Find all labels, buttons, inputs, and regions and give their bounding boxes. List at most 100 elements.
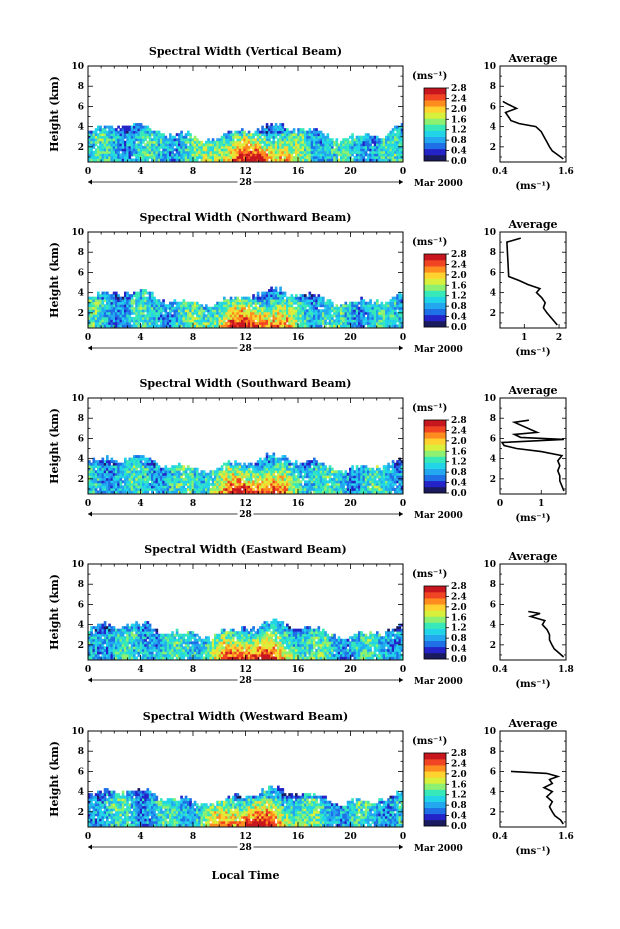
- heatmap-cell: [306, 482, 309, 486]
- heatmap-cell: [160, 470, 163, 474]
- heatmap-cell: [369, 490, 372, 494]
- heatmap-cell: [290, 311, 294, 315]
- heatmap-cell: [157, 467, 161, 471]
- heatmap-cell: [270, 462, 273, 466]
- heatmap-cell: [115, 133, 118, 137]
- heatmap-cell: [261, 133, 264, 137]
- heatmap-cell: [88, 477, 91, 481]
- heatmap-cell: [272, 143, 276, 147]
- heatmap-cell: [394, 135, 397, 139]
- heatmap-cell: [148, 487, 152, 491]
- heatmap-cell: [103, 143, 107, 147]
- heatmap-cell: [236, 475, 240, 479]
- heatmap-cell: [268, 457, 271, 461]
- heatmap-cell: [351, 477, 354, 481]
- heatmap-cell: [371, 309, 375, 313]
- heatmap-cell: [121, 321, 125, 325]
- heatmap-cell: [146, 467, 150, 471]
- heatmap-cell: [277, 125, 280, 129]
- heatmap-cell: [211, 477, 215, 481]
- heatmap-cell: [196, 145, 199, 149]
- heatmap-cell: [94, 148, 98, 152]
- heatmap-cell: [151, 130, 154, 134]
- heatmap-cell: [139, 294, 143, 298]
- heatmap-cell: [148, 304, 152, 308]
- heatmap-cell: [315, 465, 318, 469]
- heatmap-cell: [376, 140, 379, 144]
- heatmap-cell: [306, 462, 309, 466]
- heatmap-cell: [112, 462, 116, 466]
- heatmap-cell: [157, 158, 161, 162]
- heatmap-cell: [94, 475, 98, 479]
- heatmap-cell: [256, 128, 260, 132]
- heatmap-cell: [162, 321, 165, 325]
- heatmap-cell: [124, 125, 127, 129]
- heatmap-cell: [270, 140, 273, 144]
- heatmap-cell: [171, 301, 174, 305]
- heatmap-cell: [130, 135, 134, 139]
- heatmap-cell: [265, 158, 269, 162]
- heatmap-cell: [391, 135, 395, 139]
- heatmap-cell: [128, 462, 132, 466]
- heatmap-cell: [353, 155, 357, 159]
- heatmap-cell: [126, 306, 129, 310]
- colorbar-tick-label: 2.0: [451, 271, 467, 281]
- heatmap-cell: [182, 490, 186, 494]
- heatmap-cell: [103, 487, 107, 491]
- heatmap-cell: [133, 135, 136, 139]
- heatmap-cell: [340, 150, 343, 154]
- heatmap-cell: [126, 321, 129, 325]
- heatmap-cell: [130, 311, 134, 315]
- heatmap-cell: [270, 153, 273, 157]
- heatmap-cell: [373, 485, 377, 489]
- heatmap-cell: [225, 311, 228, 315]
- heatmap-cell: [349, 143, 352, 147]
- heatmap-cell: [360, 143, 363, 147]
- heatmap-cell: [274, 128, 278, 132]
- heatmap-cell: [378, 304, 381, 308]
- heatmap-cell: [225, 462, 228, 466]
- heatmap-cell: [245, 140, 249, 144]
- heatmap-cell: [360, 477, 363, 481]
- heatmap-cell: [202, 485, 206, 489]
- heatmap-cell: [232, 475, 235, 479]
- heatmap-cell: [207, 140, 210, 144]
- heatmap-cell: [196, 487, 199, 491]
- heatmap-cell: [317, 465, 321, 469]
- heatmap-cell: [380, 306, 384, 310]
- heatmap-cell: [270, 319, 273, 323]
- heatmap-cell: [126, 319, 129, 323]
- heatmap-cell: [126, 475, 129, 479]
- heatmap-cell: [124, 130, 127, 134]
- heatmap-cell: [92, 133, 96, 137]
- heatmap-cell: [380, 321, 384, 325]
- heatmap-cell: [175, 311, 179, 315]
- heatmap-cell: [391, 150, 395, 154]
- heatmap-cell: [315, 321, 318, 325]
- heatmap-cell: [182, 304, 186, 308]
- heatmap-cell: [351, 309, 354, 313]
- colorbar-swatch: [424, 136, 446, 144]
- heatmap-cell: [369, 321, 372, 325]
- heatmap-cell: [355, 309, 359, 313]
- heatmap-cell: [396, 125, 399, 129]
- heatmap-cell: [133, 480, 136, 484]
- heatmap-cell: [398, 143, 402, 147]
- heatmap-cell: [272, 460, 276, 464]
- heatmap-cell: [292, 490, 296, 494]
- heatmap-cell: [335, 480, 339, 484]
- heatmap-cell: [225, 140, 228, 144]
- heatmap-cell: [155, 138, 159, 142]
- heatmap-cell: [97, 472, 100, 476]
- heatmap-cell: [99, 143, 102, 147]
- heatmap-cell: [214, 145, 217, 149]
- heatmap-cell: [171, 316, 174, 320]
- heatmap-cell: [121, 490, 125, 494]
- heatmap-cell: [148, 319, 152, 323]
- heatmap-cell: [196, 158, 199, 162]
- heatmap-cell: [324, 316, 327, 320]
- heatmap-cell: [139, 304, 143, 308]
- heatmap-cell: [400, 135, 404, 139]
- heatmap-cell: [283, 304, 287, 308]
- heatmap-cell: [97, 467, 100, 471]
